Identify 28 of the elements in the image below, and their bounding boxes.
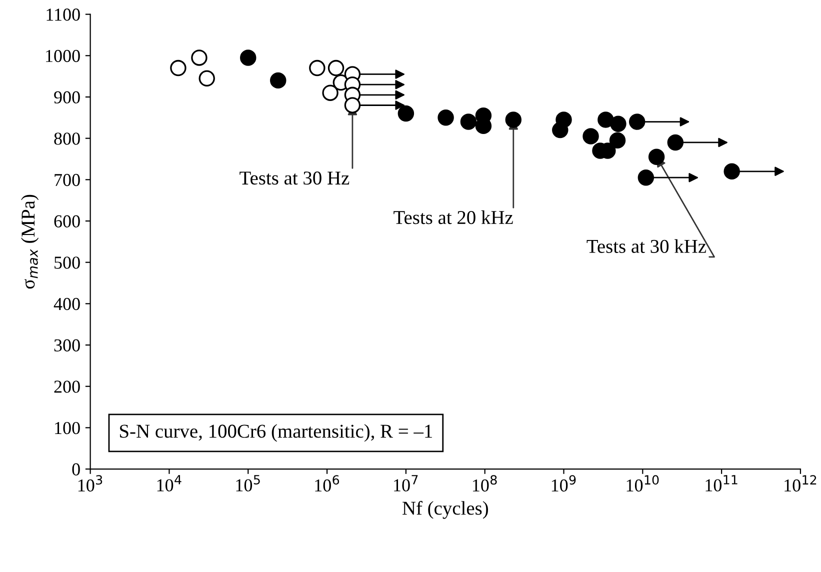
y-tick-label: 300 xyxy=(54,339,80,352)
y-tick-label: 100 xyxy=(55,422,80,434)
y-tick-label: 400 xyxy=(54,298,80,310)
x-tick-label: 10$^{8}$ xyxy=(472,475,497,492)
x-tick-label: 10$^{4}$ xyxy=(157,475,182,492)
y-tick-label: 500 xyxy=(54,256,80,269)
x-tick-label: 10$^{5}$ xyxy=(236,475,260,492)
annotation: Tests at 30 Hz xyxy=(240,172,350,185)
y-tick-label: 1000 xyxy=(46,50,80,62)
x-axis-title: Nf (cycles) xyxy=(402,500,488,519)
annotation: Tests at 30 kHz xyxy=(586,239,706,253)
x-tick-label: 10$^{9}$ xyxy=(552,475,576,492)
annotation: Tests at 20 kHz xyxy=(394,210,513,224)
y-tick-label: 800 xyxy=(54,132,80,145)
x-tick-label: 10$^{3}$ xyxy=(78,475,102,492)
y-tick-label: 900 xyxy=(54,91,80,104)
y-tick-label: 0 xyxy=(72,463,80,476)
y-tick-label: 600 xyxy=(54,215,80,228)
x-tick-label: 10$^{6}$ xyxy=(315,475,340,492)
y-axis-title: σ$_{max}$ (MPa) xyxy=(21,194,39,289)
annotation: S-N curve, 100Cr6 (martensitic), R = –1 xyxy=(120,424,432,442)
y-tick-label: 200 xyxy=(54,380,80,393)
x-tick-label: 10$^{11}$ xyxy=(706,475,738,492)
y-tick-label: 700 xyxy=(54,174,80,186)
x-tick-label: 10$^{10}$ xyxy=(626,475,659,492)
x-tick-label: 10$^{12}$ xyxy=(784,475,816,492)
y-tick-label: 1100 xyxy=(46,8,80,21)
x-tick-label: 10$^{7}$ xyxy=(394,475,418,492)
